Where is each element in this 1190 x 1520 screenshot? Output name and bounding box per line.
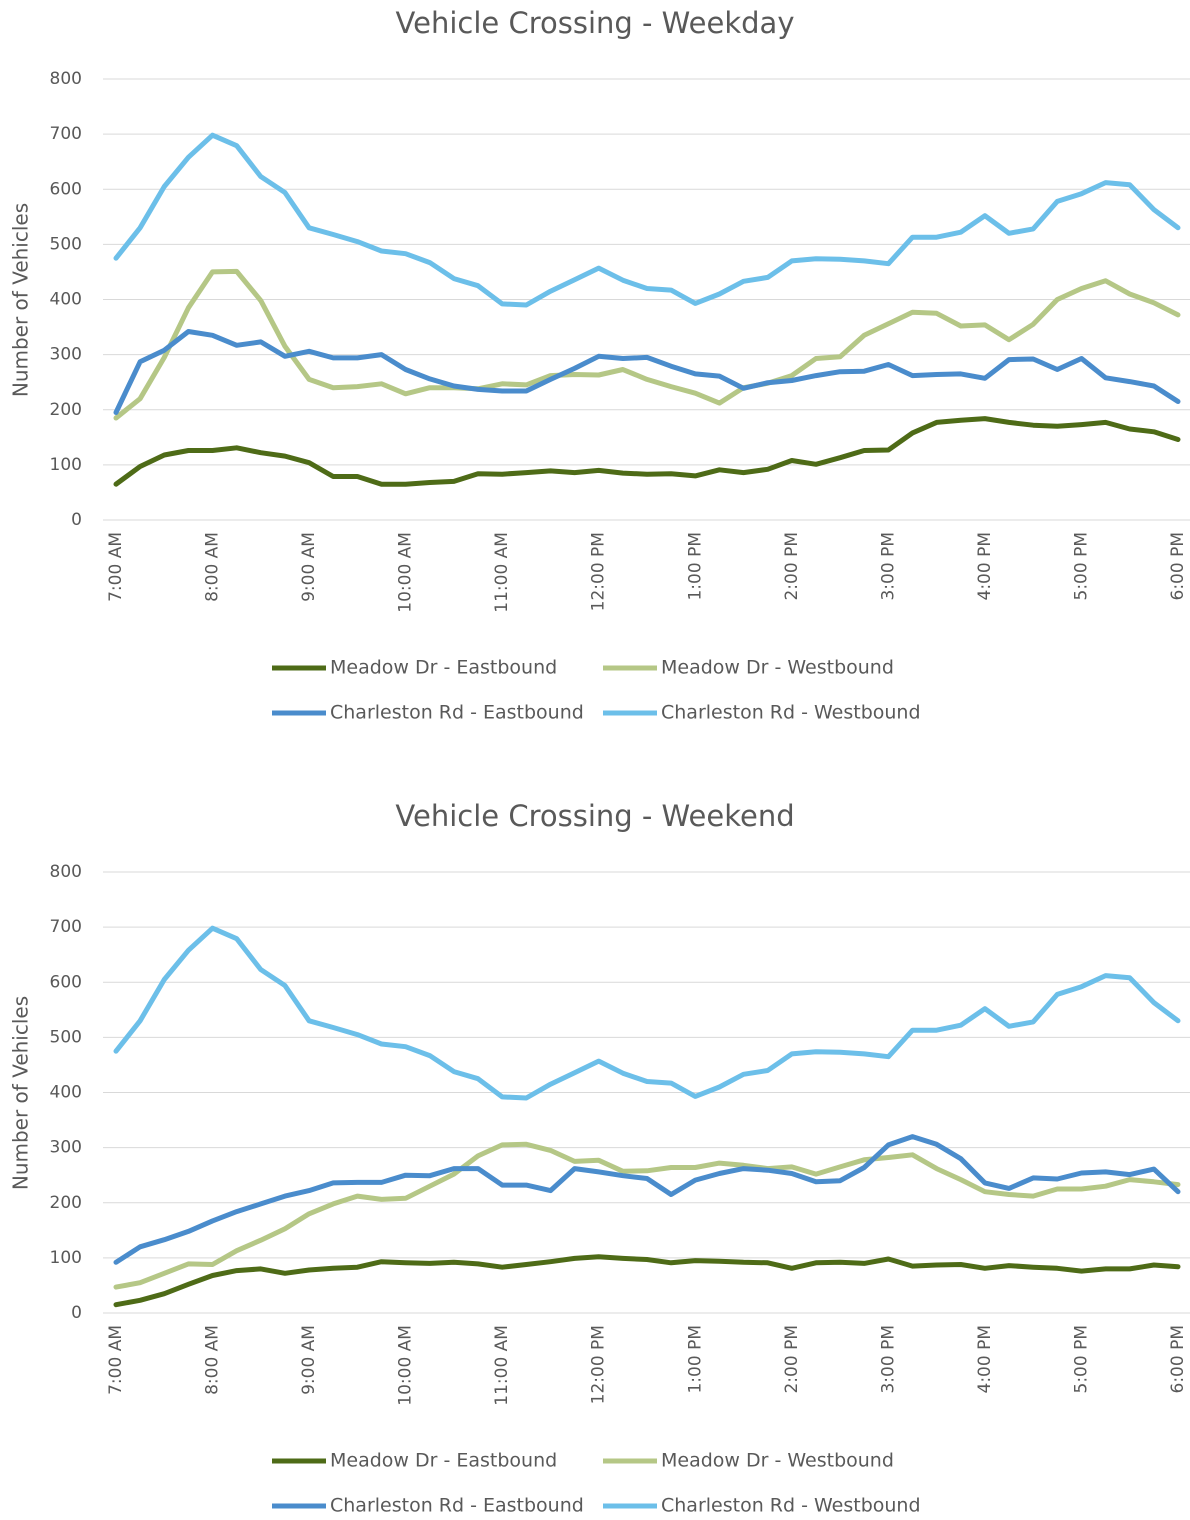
y-tick-label: 400 (50, 1083, 82, 1103)
y-tick-label: 700 (50, 124, 82, 144)
x-tick-label: 6:00 PM (1168, 532, 1188, 601)
y-axis-label: Number of Vehicles (9, 996, 33, 1190)
x-tick-label: 9:00 AM (299, 1325, 319, 1395)
x-tick-label: 8:00 AM (203, 532, 223, 602)
series-line (113, 1134, 1181, 1265)
x-tick-label: 10:00 AM (396, 1325, 416, 1406)
chart-title: Vehicle Crossing - Weekday (396, 6, 795, 40)
x-tick-label: 2:00 PM (782, 1325, 802, 1394)
x-tick-label: 11:00 AM (492, 532, 512, 613)
x-tick-label: 9:00 AM (299, 532, 319, 602)
legend-label: Meadow Dr - Eastbound (330, 1450, 557, 1472)
series-line (113, 416, 1181, 487)
y-tick-label: 200 (50, 1193, 82, 1213)
x-tick-label: 12:00 PM (589, 1325, 609, 1404)
y-axis-label: Number of Vehicles (9, 203, 33, 397)
chart: Vehicle Crossing - Weekend Number of Vehi… (9, 799, 1190, 1517)
y-tick-label: 0 (71, 1303, 82, 1323)
x-tick-label: 3:00 PM (878, 532, 898, 601)
y-tick-label: 500 (50, 1027, 82, 1047)
legend-label: Meadow Dr - Eastbound (330, 657, 557, 679)
series-line (113, 1141, 1181, 1290)
x-tick-label: 1:00 PM (685, 1325, 705, 1394)
y-tick-label: 700 (50, 917, 82, 937)
x-tick-label: 4:00 PM (975, 1325, 995, 1394)
x-tick-label: 5:00 PM (1071, 1325, 1091, 1394)
series-line (113, 925, 1181, 1101)
x-tick-label: 3:00 PM (878, 1325, 898, 1394)
y-tick-label: 800 (50, 862, 82, 882)
y-tick-label: 600 (50, 972, 82, 992)
y-tick-label: 600 (50, 179, 82, 199)
legend-label: Meadow Dr - Westbound (661, 1450, 894, 1472)
x-tick-label: 7:00 AM (106, 1325, 126, 1395)
y-tick-label: 0 (71, 510, 82, 530)
x-tick-label: 6:00 PM (1168, 1325, 1188, 1394)
series-line (113, 329, 1181, 415)
y-tick-label: 200 (50, 400, 82, 420)
x-tick-label: 1:00 PM (685, 532, 705, 601)
legend-label: Charleston Rd - Westbound (661, 702, 921, 724)
x-tick-label: 10:00 AM (396, 532, 416, 613)
x-tick-label: 7:00 AM (106, 532, 126, 602)
x-tick-label: 2:00 PM (782, 532, 802, 601)
x-tick-label: 12:00 PM (589, 532, 609, 611)
y-tick-label: 800 (50, 69, 82, 89)
y-tick-label: 500 (50, 234, 82, 254)
x-tick-label: 11:00 AM (492, 1325, 512, 1406)
chart-title: Vehicle Crossing - Weekend (395, 799, 794, 833)
y-tick-label: 400 (50, 290, 82, 310)
series-line (113, 268, 1181, 421)
legend-label: Charleston Rd - Eastbound (330, 702, 584, 724)
y-tick-label: 100 (50, 455, 82, 475)
x-tick-label: 8:00 AM (203, 1325, 223, 1395)
legend-label: Meadow Dr - Westbound (661, 657, 894, 679)
legend-label: Charleston Rd - Eastbound (330, 1495, 584, 1517)
y-tick-label: 100 (50, 1248, 82, 1268)
series-line (113, 1254, 1181, 1308)
legend-label: Charleston Rd - Westbound (661, 1495, 921, 1517)
x-tick-label: 5:00 PM (1071, 532, 1091, 601)
y-tick-label: 300 (50, 1138, 82, 1158)
y-tick-label: 300 (50, 345, 82, 365)
series-line (113, 132, 1181, 308)
x-tick-label: 4:00 PM (975, 532, 995, 601)
chart: Vehicle Crossing - Weekday Number of Vehi… (9, 6, 1190, 724)
